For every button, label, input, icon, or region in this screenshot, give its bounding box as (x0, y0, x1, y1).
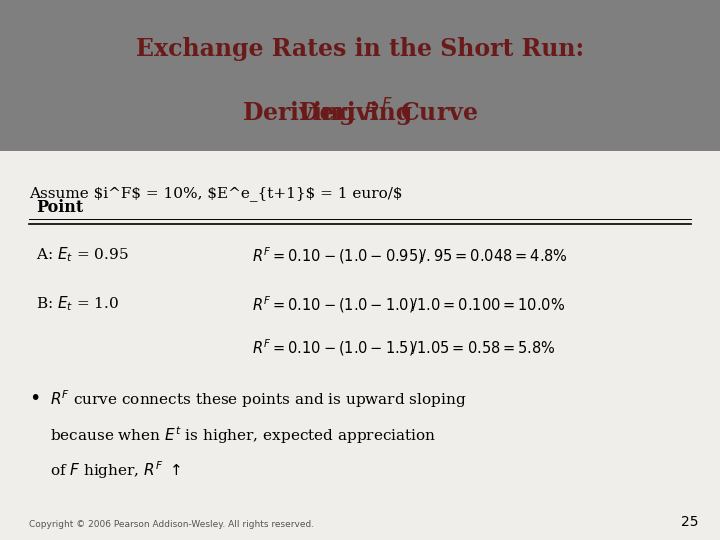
Text: $R^F$ curve connects these points and is upward sloping: $R^F$ curve connects these points and is… (50, 389, 467, 410)
FancyBboxPatch shape (0, 0, 720, 151)
Text: B: $E_t$ = 1.0: B: $E_t$ = 1.0 (36, 294, 120, 313)
Text: $R^F = 0.10 - \left(1.0 - 0.95\right)\!/.95 = 0.048 = 4.8\%$: $R^F = 0.10 - \left(1.0 - 0.95\right)\!/… (252, 246, 567, 266)
Text: of $F$ higher, $R^F$ $\uparrow$: of $F$ higher, $R^F$ $\uparrow$ (50, 459, 181, 481)
FancyBboxPatch shape (0, 0, 720, 151)
Text: $R^F = 0.10 - \left(1.0 - 1.0\right)\!/1.0 = 0.100 = 10.0\%$: $R^F = 0.10 - \left(1.0 - 1.0\right)\!/1… (252, 294, 565, 315)
Text: Deriving: Deriving (300, 102, 420, 125)
Text: 25: 25 (681, 515, 698, 529)
Text: because when $E^t$ is higher, expected appreciation: because when $E^t$ is higher, expected a… (50, 424, 437, 446)
Text: Deriving $\mathit{R}^F$ Curve: Deriving $\mathit{R}^F$ Curve (242, 97, 478, 130)
Text: A: $E_t$ = 0.95: A: $E_t$ = 0.95 (36, 246, 129, 265)
Text: Assume $i^F$ = 10%, $E^e_{t+1}$ = 1 euro/$: Assume $i^F$ = 10%, $E^e_{t+1}$ = 1 euro… (29, 186, 402, 201)
Text: Copyright © 2006 Pearson Addison-Wesley. All rights reserved.: Copyright © 2006 Pearson Addison-Wesley.… (29, 520, 314, 529)
Text: Exchange Rates in the Short Run:: Exchange Rates in the Short Run: (136, 37, 584, 60)
Text: •: • (29, 389, 40, 408)
Text: $R^F = 0.10 - \left(1.0 - 1.5\right)\!/1.05 = 0.58 = 5.8\%$: $R^F = 0.10 - \left(1.0 - 1.5\right)\!/1… (252, 338, 555, 358)
Text: Point: Point (36, 199, 84, 216)
